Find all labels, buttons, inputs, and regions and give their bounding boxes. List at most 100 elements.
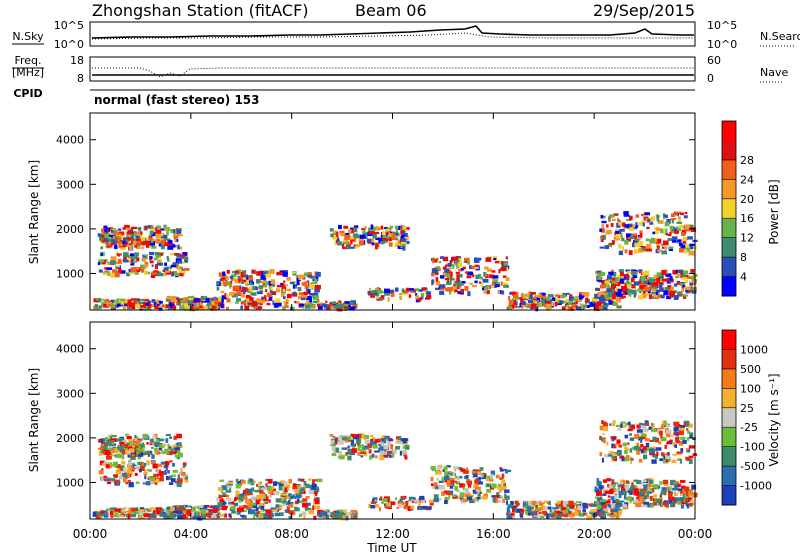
echo-cell — [631, 485, 637, 490]
echo-cell — [116, 303, 121, 307]
echo-cell — [374, 245, 378, 250]
echo-cell — [205, 510, 209, 514]
echo-cell — [245, 282, 249, 286]
echo-cell — [396, 242, 403, 246]
echo-cell — [628, 250, 633, 256]
echo-cell — [401, 238, 407, 243]
echo-cell — [613, 213, 619, 216]
echo-cell — [499, 260, 503, 265]
echo-cell — [532, 504, 536, 508]
echo-cell — [131, 507, 137, 512]
echo-cell — [529, 506, 534, 512]
echo-cell — [341, 447, 348, 450]
echo-cell — [616, 439, 621, 444]
echo-cell — [663, 420, 667, 425]
echo-cell — [623, 211, 629, 216]
echo-cell — [664, 444, 668, 449]
echo-cell — [103, 513, 109, 518]
echo-cell — [97, 261, 101, 265]
colorbar-tick-label: 25 — [740, 402, 754, 415]
echo-cell — [679, 493, 683, 496]
echo-cell — [116, 264, 120, 268]
echo-cell — [677, 216, 681, 220]
echo-cell — [602, 421, 607, 424]
echo-cell — [99, 298, 105, 301]
echo-cell — [270, 513, 274, 518]
echo-cell — [652, 436, 657, 441]
echo-cell — [682, 500, 686, 505]
echo-cell — [280, 495, 287, 498]
echo-cell — [114, 235, 120, 241]
echo-cell — [594, 301, 597, 304]
y-tick-label: 2000 — [56, 432, 84, 445]
echo-cell — [655, 447, 662, 451]
echo-cell — [621, 285, 627, 290]
echo-cell — [610, 496, 615, 500]
echo-cell — [468, 494, 474, 498]
echo-cell — [688, 489, 693, 492]
colorbar-swatch — [722, 485, 736, 506]
echo-cell — [473, 484, 479, 489]
echo-cell — [670, 218, 676, 221]
echo-cell — [313, 491, 318, 494]
echo-cell — [302, 486, 307, 489]
echo-cell — [237, 290, 242, 296]
echo-cell — [642, 271, 646, 277]
echo-cell — [395, 497, 398, 501]
echo-cell — [288, 510, 294, 515]
echo-cell — [117, 508, 124, 514]
echo-cell — [101, 260, 106, 265]
echo-cell — [616, 501, 620, 506]
echo-cell — [404, 438, 409, 441]
echo-cell — [659, 287, 664, 292]
echo-cell — [615, 230, 620, 236]
echo-cell — [316, 497, 320, 501]
echo-cell — [138, 226, 142, 231]
echo-cell — [633, 488, 639, 493]
echo-cell — [217, 502, 223, 508]
echo-cell — [633, 490, 639, 496]
echo-cell — [158, 446, 163, 451]
echo-cell — [164, 515, 168, 520]
echo-cell — [690, 269, 695, 273]
echo-cell — [669, 294, 673, 298]
echo-cell — [149, 306, 152, 311]
echo-cell — [620, 421, 626, 424]
echo-cell — [136, 233, 142, 237]
echo-cell — [542, 295, 546, 299]
echo-cell — [397, 245, 403, 249]
echo-cell — [151, 245, 157, 249]
echo-cell — [136, 507, 139, 510]
echo-cell — [236, 495, 243, 500]
echo-cell — [649, 451, 655, 456]
echo-cell — [419, 497, 422, 503]
echo-cell — [533, 296, 538, 299]
echo-cell — [95, 514, 100, 519]
echo-cell — [664, 246, 668, 250]
echo-cell — [433, 494, 439, 499]
echo-cell — [126, 299, 131, 305]
echo-cell — [502, 485, 506, 491]
echo-cell — [387, 441, 391, 446]
echo-cell — [175, 297, 179, 301]
echo-cell — [109, 511, 114, 516]
echo-cell — [242, 300, 247, 305]
echo-cell — [680, 504, 685, 509]
echo-cell — [235, 301, 239, 304]
echo-cell — [235, 270, 240, 274]
echo-cell — [170, 297, 176, 303]
echo-cell — [595, 496, 602, 499]
echo-cell — [175, 448, 181, 454]
echo-cell — [431, 468, 437, 472]
echo-cell — [624, 240, 629, 245]
echo-cell — [451, 482, 455, 487]
echo-cell — [144, 469, 147, 474]
echo-cell — [121, 237, 128, 243]
echo-cell — [345, 238, 348, 244]
echo-cell — [361, 446, 366, 451]
echo-cell — [674, 290, 677, 294]
echo-cell — [682, 239, 687, 244]
echo-cell — [129, 467, 134, 470]
echo-cell — [471, 284, 477, 288]
colorbar-swatch — [722, 466, 736, 487]
